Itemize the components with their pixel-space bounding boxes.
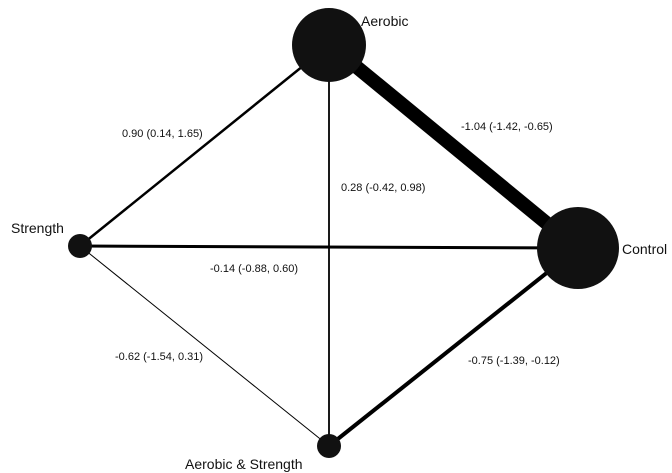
node-control: [537, 207, 619, 289]
node-label-aerobic-strength: Aerobic & Strength: [185, 456, 303, 472]
edge-strength-aerobicstrength: [79, 245, 330, 447]
edge-label-strength-aerobicstrength: -0.62 (-1.54, 0.31): [115, 351, 203, 363]
node-aerobic: [292, 8, 366, 82]
node-label-aerobic: Aerobic: [361, 13, 408, 29]
node-aerobic-strength: [317, 434, 341, 458]
edge-aerobic-strength: [79, 44, 330, 247]
edge-aerobic-control: [331, 44, 577, 250]
edge-label-aerobic-aerobicstrength: 0.28 (-0.42, 0.98): [341, 182, 425, 194]
edge-label-control-aerobicstrength: -0.75 (-1.39, -0.12): [468, 355, 560, 367]
edge-label-strength-control: -0.14 (-0.88, 0.60): [210, 263, 298, 275]
node-label-strength: Strength: [11, 220, 64, 236]
node-strength: [68, 234, 92, 258]
node-label-control: Control: [622, 241, 667, 257]
edge-label-aerobic-control: -1.04 (-1.42, -0.65): [461, 121, 553, 133]
edge-label-aerobic-strength: 0.90 (0.14, 1.65): [122, 128, 203, 140]
edge-control-aerobicstrength: [327, 246, 580, 448]
edge-strength-control: [79, 244, 579, 250]
